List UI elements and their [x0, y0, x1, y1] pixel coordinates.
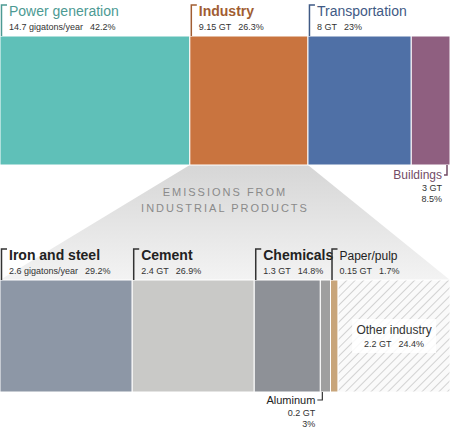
- svg-text:9.15 GT26.3%: 9.15 GT26.3%: [199, 22, 264, 32]
- svg-text:1.3 GT14.8%: 1.3 GT14.8%: [263, 266, 323, 276]
- svg-text:Chemicals: Chemicals: [263, 247, 333, 263]
- svg-text:2.2 GT24.4%: 2.2 GT24.4%: [364, 339, 424, 349]
- svg-text:8.5%: 8.5%: [421, 194, 442, 204]
- svg-text:Paper/pulp: Paper/pulp: [340, 249, 398, 263]
- svg-text:3 GT: 3 GT: [422, 183, 443, 193]
- svg-text:0.2 GT: 0.2 GT: [288, 408, 316, 418]
- svg-text:3%: 3%: [302, 419, 315, 429]
- svg-text:Industry: Industry: [199, 3, 254, 19]
- svg-text:2.4 GT26.9%: 2.4 GT26.9%: [141, 266, 201, 276]
- svg-text:Transportation: Transportation: [317, 3, 407, 19]
- svg-text:14.7 gigatons/year42.2%: 14.7 gigatons/year42.2%: [9, 22, 116, 32]
- svg-text:2.6 gigatons/year29.2%: 2.6 gigatons/year29.2%: [9, 266, 111, 276]
- svg-text:Aluminum: Aluminum: [266, 394, 315, 406]
- svg-text:Other industry: Other industry: [356, 323, 431, 337]
- svg-text:Cement: Cement: [141, 247, 193, 263]
- svg-text:0.15 GT1.7%: 0.15 GT1.7%: [340, 266, 400, 276]
- html-text:EMISSIONS FROM INDUSTRIAL PROD: EMISSIONS FROM INDUSTRIAL PRODUCTS: [141, 186, 309, 214]
- svg-text:Power generation: Power generation: [9, 3, 119, 19]
- svg-text:8 GT23%: 8 GT23%: [317, 22, 362, 32]
- svg-text:Buildings: Buildings: [393, 168, 442, 182]
- svg-text:Iron and steel: Iron and steel: [9, 247, 100, 263]
